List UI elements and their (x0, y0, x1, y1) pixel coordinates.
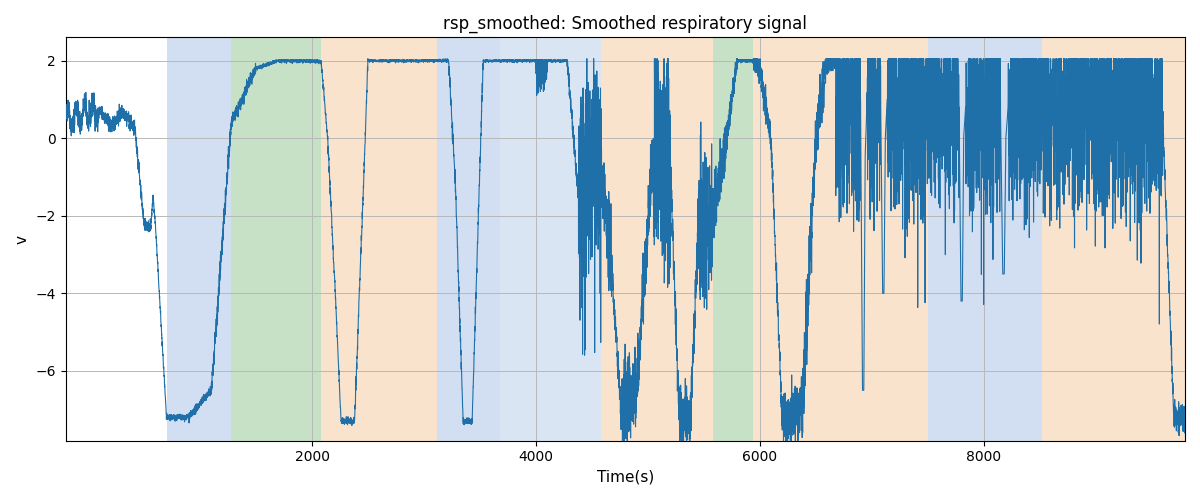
Bar (928, 38, 1042, 440)
Bar (1042, 38, 1186, 440)
Bar (752, 38, 836, 440)
Y-axis label: v: v (16, 234, 30, 244)
Bar (320, 38, 437, 440)
Bar (500, 38, 601, 440)
Title: rsp_smoothed: Smoothed respiratory signal: rsp_smoothed: Smoothed respiratory signa… (444, 15, 808, 34)
Bar (167, 38, 232, 440)
Bar (437, 38, 500, 440)
X-axis label: Time(s): Time(s) (596, 470, 654, 485)
Bar (232, 38, 320, 440)
Bar (713, 38, 752, 440)
Bar (601, 38, 713, 440)
Bar (836, 38, 928, 440)
